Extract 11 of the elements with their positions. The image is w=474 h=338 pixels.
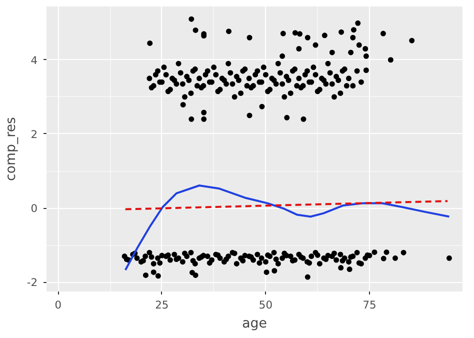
x-tick-label: 50 (258, 298, 273, 312)
y-tick-label: 2 (30, 128, 38, 141)
x-axis-title: age (242, 316, 267, 332)
x-tick-label: 25 (155, 298, 169, 312)
y-tick-label: 4 (30, 54, 38, 67)
x-tick-label: 75 (362, 298, 376, 312)
y-tick-label: 0 (30, 202, 38, 216)
line-series (124, 184, 450, 272)
y-axis-title: comp_res (4, 116, 19, 181)
x-tick-label: 0 (54, 298, 62, 312)
y-tick-label: -2 (26, 276, 38, 290)
